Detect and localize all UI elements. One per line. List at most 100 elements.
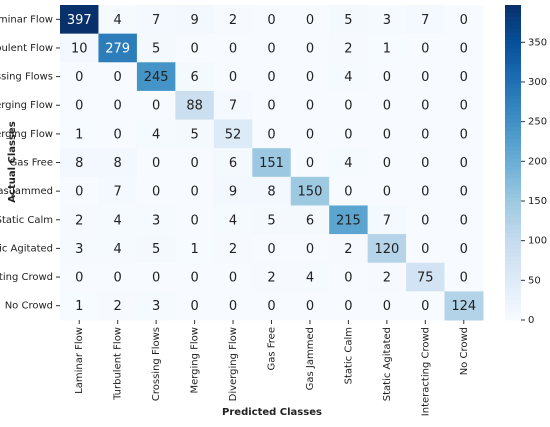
cell-value: 0 <box>460 13 468 28</box>
x-tick-label: Static Calm <box>343 327 354 384</box>
heatmap-cell <box>290 5 330 35</box>
y-tick-label: Gas Free <box>10 158 54 169</box>
heatmap-cell <box>252 33 292 63</box>
cell-value: 120 <box>374 242 399 257</box>
colorbar-tick-label: 350 <box>528 37 547 48</box>
heatmap-cell <box>60 90 99 121</box>
heatmap-cell <box>175 5 215 35</box>
heatmap-cell <box>367 262 407 292</box>
cell-value: 75 <box>417 271 434 286</box>
heatmap-cell <box>406 119 446 149</box>
heatmap-cell <box>136 90 176 121</box>
cell-value: 0 <box>152 156 160 171</box>
heatmap-cell <box>406 33 446 63</box>
heatmap-cell <box>290 33 330 63</box>
colorbar-tick-label: 200 <box>528 156 547 167</box>
heatmap-cell <box>290 90 330 121</box>
heatmap-cell <box>444 5 484 35</box>
cell-value: 0 <box>421 70 429 85</box>
heatmap-cell <box>444 90 484 121</box>
heatmap-cell <box>444 291 484 321</box>
y-tick-label: Merging Flow <box>0 100 53 111</box>
colorbar-segment <box>505 170 521 175</box>
colorbar-segment <box>505 146 521 152</box>
colorbar-segment <box>505 233 521 238</box>
colorbar-segment <box>505 197 521 203</box>
colorbar-segment <box>505 8 521 14</box>
cell-value: 3 <box>383 13 391 28</box>
cell-value: 0 <box>344 185 352 200</box>
x-tick-label: Gas Jammed <box>305 327 316 390</box>
heatmap-cell <box>367 234 407 264</box>
heatmap-cell <box>329 62 369 92</box>
colorbar-segment <box>505 178 521 183</box>
heatmap-cell <box>213 119 253 149</box>
heatmap-cell <box>329 5 369 35</box>
cell-value: 2 <box>344 242 352 257</box>
y-tick-label: Interacting Crowd <box>0 272 53 283</box>
colorbar-segment <box>505 209 521 215</box>
cell-value: 0 <box>190 41 198 56</box>
cell-value: 0 <box>267 13 275 28</box>
heatmap-cell <box>136 262 176 292</box>
cell-value: 2 <box>229 13 237 28</box>
cell-value: 0 <box>267 127 275 142</box>
cell-value: 5 <box>344 13 352 28</box>
cell-value: 215 <box>336 213 361 228</box>
colorbar-segment <box>505 142 521 148</box>
cell-value: 0 <box>460 70 468 85</box>
cell-value: 1 <box>75 299 83 314</box>
cell-value: 5 <box>152 242 160 257</box>
cell-value: 0 <box>75 185 83 200</box>
heatmap-cell <box>329 205 369 235</box>
cell-value: 0 <box>229 41 237 56</box>
heatmap-cell <box>213 5 253 35</box>
heatmap-cell <box>98 176 138 206</box>
colorbar-segment <box>505 312 521 317</box>
heatmap-cell <box>290 148 330 178</box>
colorbar-segment <box>505 12 521 18</box>
cell-value: 0 <box>421 213 429 228</box>
colorbar-segment <box>505 292 521 297</box>
colorbar-segment <box>505 99 521 105</box>
colorbar-segment <box>505 5 521 10</box>
heatmap-cell <box>175 33 215 63</box>
colorbar-segment <box>505 138 521 144</box>
heatmap-cell <box>329 234 369 264</box>
heatmap-cell <box>98 234 138 264</box>
cell-value: 10 <box>71 41 88 56</box>
colorbar-segment <box>505 162 521 168</box>
cell-value: 9 <box>229 185 237 200</box>
heatmap-cell <box>98 33 138 63</box>
cell-value: 124 <box>451 299 476 314</box>
cell-value: 0 <box>190 271 198 286</box>
colorbar-segment <box>505 194 521 199</box>
heatmap-cell <box>444 176 484 206</box>
y-tick-label: Gas Jammed <box>0 186 53 197</box>
cell-value: 8 <box>75 156 83 171</box>
cell-value: 0 <box>267 299 275 314</box>
colorbar-segment <box>505 48 521 53</box>
colorbar-segment <box>505 56 521 61</box>
colorbar-segment <box>505 87 521 93</box>
colorbar-segment <box>505 316 521 321</box>
colorbar-tick-label: 0 <box>528 315 534 326</box>
heatmap-cell <box>136 119 176 149</box>
colorbar-segment <box>505 40 521 45</box>
cell-value: 0 <box>306 299 314 314</box>
cell-value: 0 <box>267 99 275 114</box>
heatmap-cell <box>367 176 407 206</box>
heatmap-cell <box>60 205 99 235</box>
cell-value: 4 <box>306 271 314 286</box>
colorbar-segment <box>505 182 521 187</box>
heatmap-cell <box>98 148 138 178</box>
heatmap-cell <box>290 234 330 264</box>
cell-value: 0 <box>344 99 352 114</box>
cell-value: 7 <box>229 99 237 114</box>
heatmap-cell <box>367 119 407 149</box>
cell-value: 0 <box>421 299 429 314</box>
cell-value: 6 <box>190 70 198 85</box>
colorbar-segment <box>505 245 521 250</box>
heatmap-cell <box>406 90 446 121</box>
